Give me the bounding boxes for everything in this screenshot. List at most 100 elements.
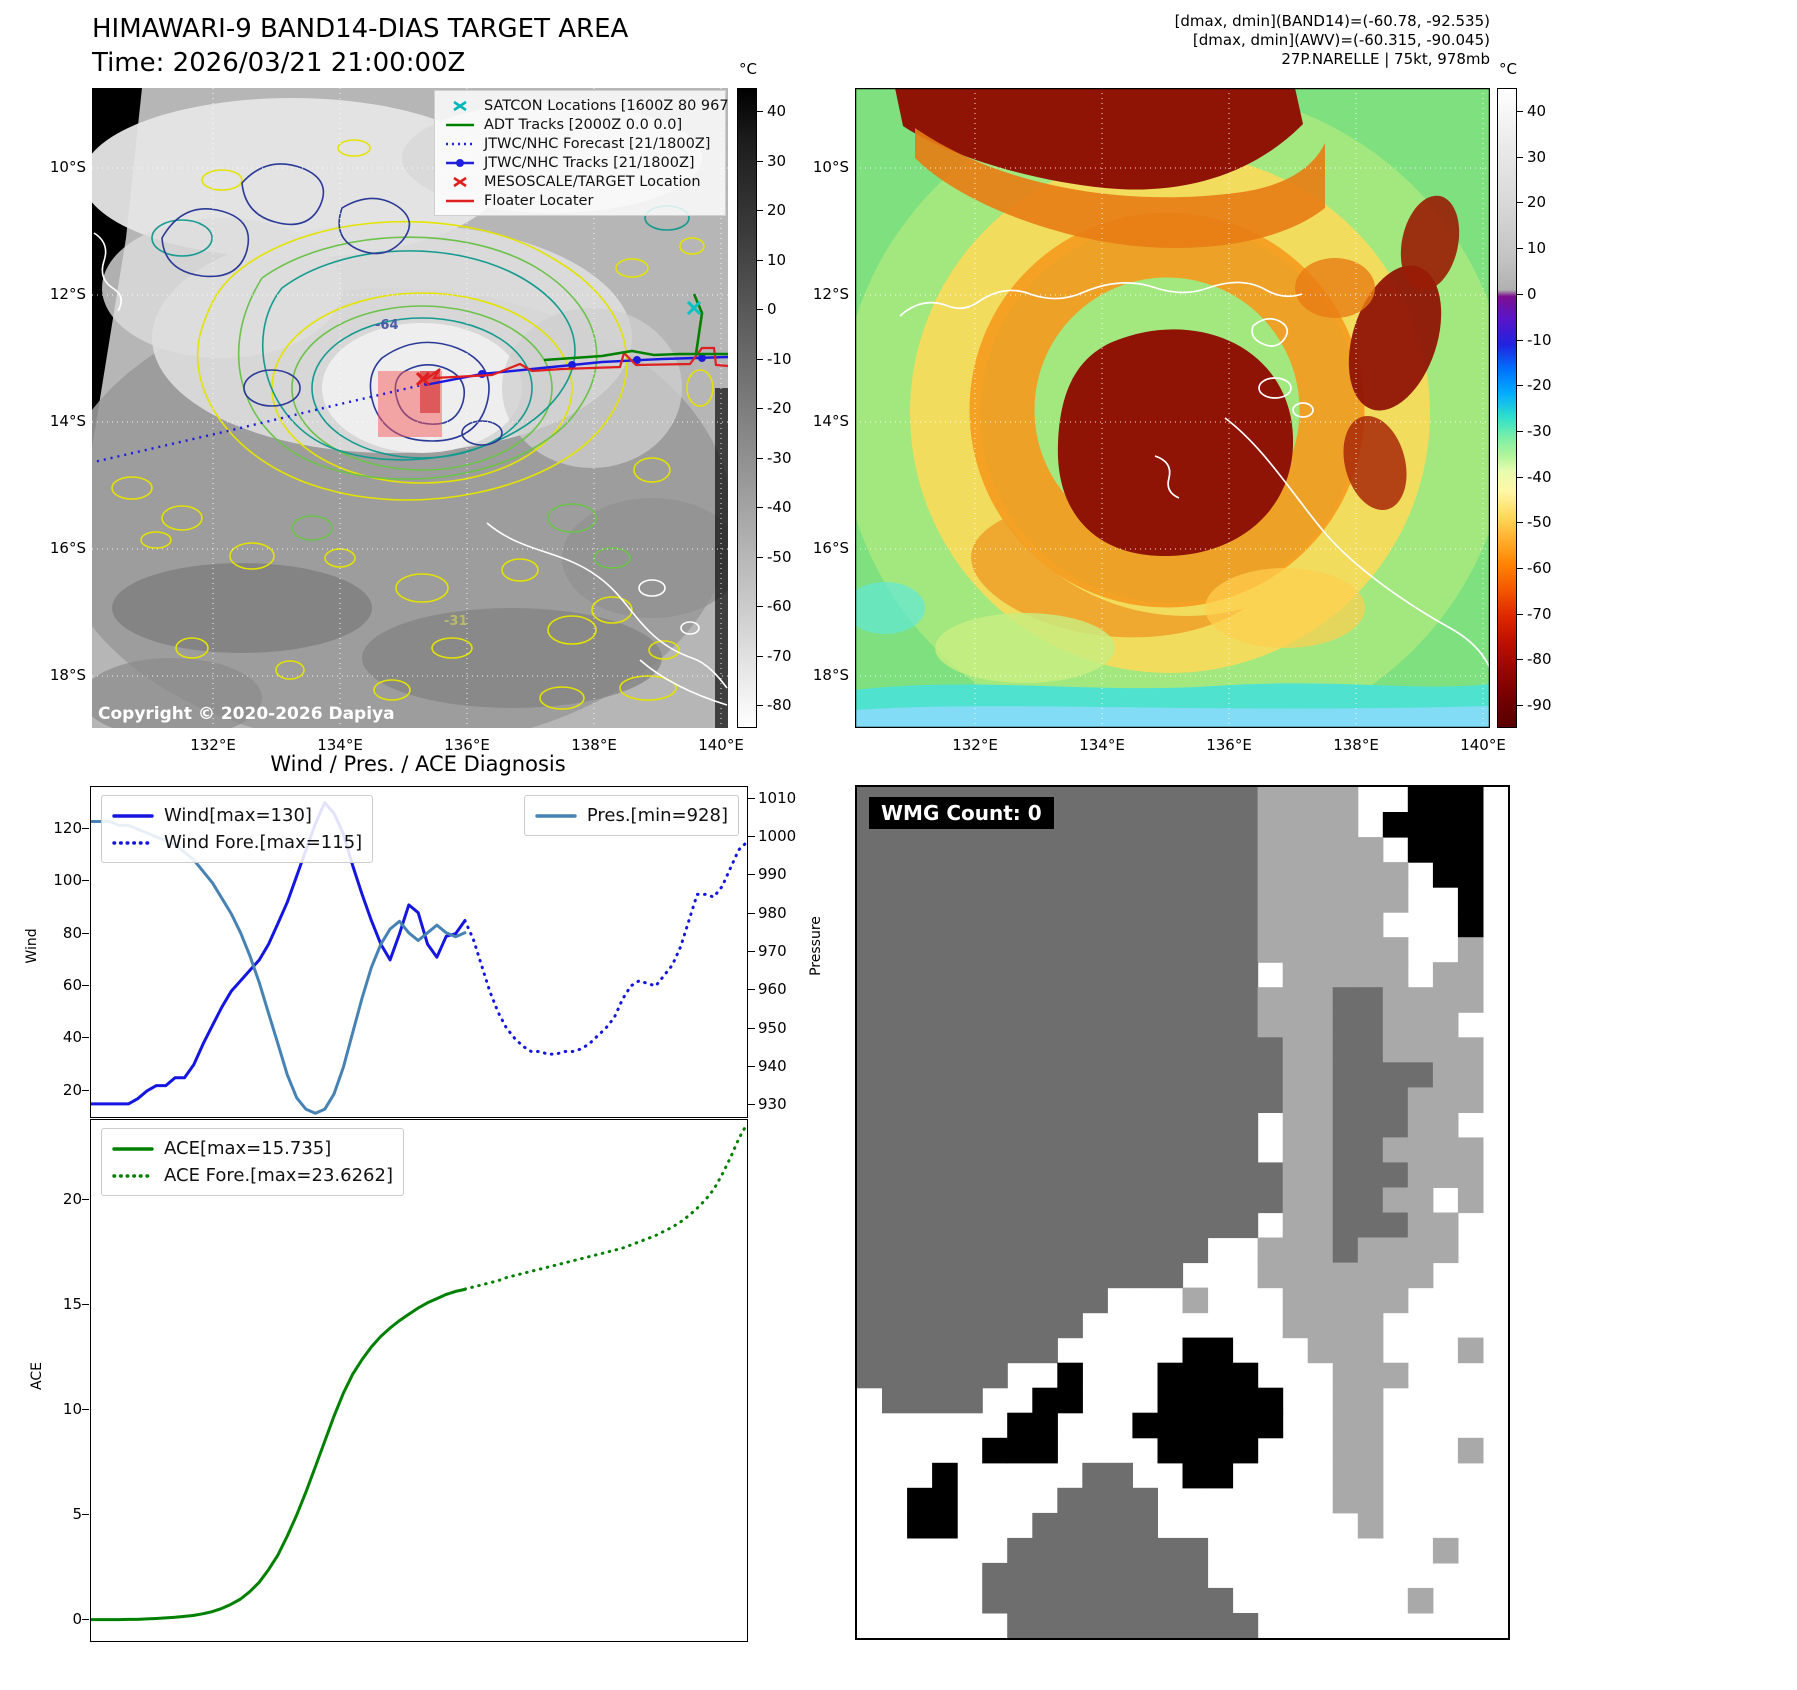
jtwc-forecast-line [93, 382, 427, 464]
y-tick-mark [748, 912, 755, 914]
legend-item-label: Wind[max=130] [164, 805, 312, 826]
y-tick-mark [748, 1104, 755, 1106]
colorbar-tick-mark [1517, 385, 1523, 387]
y-tick-mark [82, 1037, 89, 1039]
y-tick-label: 5 [72, 1504, 82, 1523]
y-tick-mark [748, 989, 755, 991]
awv-colorbar [1497, 88, 1517, 728]
legend-item: Wind Fore.[max=115] [112, 829, 362, 856]
storm-name-intensity: 27P.NARELLE | 75kt, 978mb [1281, 50, 1490, 68]
copyright-text: Copyright © 2020-2026 Dapiya [98, 704, 395, 724]
y-tick-label: 930 [758, 1095, 787, 1114]
dotted-line-icon [112, 840, 154, 845]
colorbar-tick-mark [1517, 339, 1523, 341]
lon-tick-label: 132°E [952, 736, 998, 754]
chart-legend: Wind[max=130] Wind Fore.[max=115] [101, 795, 374, 863]
y-tick-mark [82, 827, 89, 829]
band14-title: HIMAWARI-9 BAND14-DIAS TARGET AREA [92, 14, 629, 44]
legend-item: MESOSCALE/TARGET Location [443, 172, 717, 191]
series-pres- [91, 820, 467, 1115]
colorbar-unit-label: °C [739, 60, 757, 78]
colorbar-tick-label: -10 [1527, 330, 1552, 349]
legend-item-label: ACE Fore.[max=23.6262] [164, 1165, 393, 1186]
colorbar-tick-mark [1517, 567, 1523, 569]
legend-item-label: ACE[max=15.735] [164, 1138, 332, 1159]
y-tick-mark [748, 797, 755, 799]
colorbar-tick-label: 0 [767, 300, 777, 318]
colorbar-tick-mark [757, 507, 763, 508]
legend-item-label: SATCON Locations [1600Z 80 967] [484, 97, 728, 114]
lat-tick-label: 18°S [49, 666, 86, 684]
legend-item: JTWC/NHC Forecast [21/1800Z] [443, 134, 717, 153]
legend-item: SATCON Locations [1600Z 80 967] [443, 96, 728, 115]
y-tick-mark [748, 1066, 755, 1068]
lat-tick-label: 14°S [812, 412, 849, 430]
colorbar-tick-mark [757, 408, 763, 409]
wmg-grid-image [857, 787, 1484, 1639]
y-tick-mark [82, 985, 89, 987]
wmg-map: WMG Count: 0 [855, 785, 1510, 1640]
lat-tick-label: 18°S [812, 666, 849, 684]
floater-track-line [424, 346, 728, 381]
chart-legend: Pres.[min=928] [523, 795, 739, 836]
colorbar-tick-label: -80 [767, 696, 792, 714]
chart-legend: ACE[max=15.735] ACE Fore.[max=23.6262] [101, 1128, 404, 1196]
dmax-dmin-info: [dmax, dmin](BAND14)=(-60.78, -92.535) [… [1000, 12, 1490, 69]
legend-item: Wind[max=130] [112, 802, 362, 829]
legend-item-label: Floater Locater [484, 192, 594, 209]
colorbar-tick-label: 40 [1527, 102, 1547, 120]
y-tick-label: 80 [62, 923, 82, 942]
contour-layer-teal [151, 205, 690, 461]
y-tick-mark [82, 1089, 89, 1091]
lon-tick-label: 138°E [571, 736, 617, 754]
awv-satellite-image [855, 88, 1490, 728]
colorbar-tick-mark [1517, 705, 1523, 706]
colorbar-tick-label: -50 [767, 547, 792, 566]
x-marker-icon [453, 100, 467, 111]
colorbar-tick-mark [757, 606, 763, 607]
awv-colorbar-ticks: 40 30 20 10 0 -10 -20 -30 -40 -50 -60 -70 -80 -90 [1497, 88, 1561, 728]
colorbar-tick-label: -80 [1527, 650, 1552, 669]
colorbar-tick-mark [757, 358, 763, 360]
solid-line-icon [446, 123, 474, 126]
ace-chart-canvas [91, 1122, 747, 1622]
colorbar-tick-label: -40 [1527, 467, 1552, 486]
grid-lines [855, 88, 1490, 728]
lat-tick-label: 16°S [49, 539, 86, 557]
lon-tick-label: 138°E [1333, 736, 1379, 754]
y-tick-label: 0 [72, 1609, 82, 1628]
colorbar-tick-label: -60 [1527, 558, 1552, 577]
legend-item: ADT Tracks [2000Z 0.0 0.0] [443, 115, 717, 134]
awv-map [855, 88, 1490, 728]
y-tick-mark [748, 874, 755, 876]
lon-tick-label: 136°E [444, 736, 490, 754]
legend-item-label: MESOSCALE/TARGET Location [484, 173, 701, 190]
legend-item-label: ADT Tracks [2000Z 0.0 0.0] [484, 116, 683, 133]
x-marker-icon [453, 176, 467, 187]
colorbar-tick-label: -70 [1527, 604, 1552, 623]
colorbar-tick-mark [1517, 613, 1523, 615]
legend-item: ACE[max=15.735] [112, 1135, 393, 1162]
wmg-count-label: WMG Count: 0 [869, 797, 1054, 829]
colorbar-tick-mark [1517, 111, 1523, 112]
awv-dmax-dmin: [dmax, dmin](AWV)=(-60.315, -90.045) [1192, 31, 1490, 49]
y-tick-label: 10 [62, 1399, 82, 1418]
colorbar-tick-label: -90 [1527, 696, 1552, 714]
lat-tick-label: 10°S [812, 158, 849, 176]
colorbar-tick-label: 30 [1527, 147, 1547, 166]
y-tick-label: 60 [62, 976, 82, 995]
colorbar-unit-label: °C [1499, 60, 1517, 78]
lon-tick-label: 136°E [1206, 736, 1252, 754]
colorbar-tick-mark [757, 655, 763, 657]
colorbar-tick-mark [757, 160, 763, 162]
colorbar-tick-mark [1517, 659, 1523, 661]
wind-pressure-plot: Wind[max=130] Wind Fore.[max=115] Pres.[mi… [90, 786, 748, 1118]
coastline [93, 232, 728, 706]
legend-item-label: JTWC/NHC Tracks [21/1800Z] [484, 154, 695, 171]
y-tick-mark [82, 1618, 89, 1620]
colorbar-tick-label: -60 [767, 597, 792, 615]
colorbar-tick-mark [1517, 202, 1523, 204]
band14-legend: SATCON Locations [1600Z 80 967] ADT Track… [434, 90, 728, 216]
contour-layer-green [237, 236, 631, 569]
